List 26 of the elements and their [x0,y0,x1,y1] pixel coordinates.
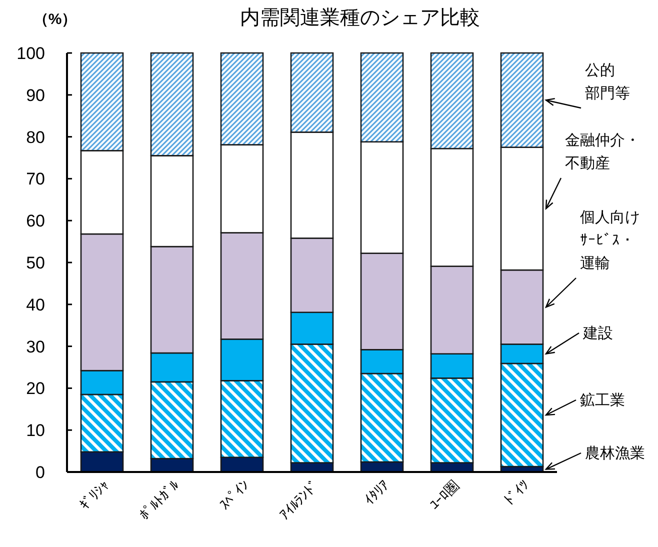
x-tick-label: ﾕｰﾛ圏 [426,476,462,513]
x-tick-label: ｽﾍﾟｲﾝ [216,476,252,513]
text: 鉱工業 [580,392,625,409]
text: 農林漁業 [585,445,645,462]
chart-title: 内需関連業種のシェア比較 [240,7,480,29]
series-label: 金融仲介・不動産 [565,132,640,172]
x-tick-label: ﾄﾞｲﾂ [501,476,532,508]
x-tick-label: ｲﾀﾘｱ [361,476,392,508]
y-tick-label: 20 [26,379,45,398]
y-tick-label: 30 [26,337,45,356]
y-axis-title: （%） [33,11,77,28]
text: 個人向けｻｰﾋﾞｽ・運輸 [580,209,640,272]
y-tick-label: 50 [26,254,45,272]
y-tick-label: 60 [26,212,45,231]
x-tick-label: ﾎﾟﾙﾄｶﾞﾙ [136,476,182,523]
y-tick-label: 90 [26,86,45,105]
y-tick-label: 70 [26,170,45,189]
y-tick-label: 40 [26,295,45,314]
y-tick-label: 80 [26,128,45,147]
text: 建設 [582,325,613,342]
y-tick-label: 0 [36,463,45,482]
x-tick-label: ｱｲﾙﾗﾝﾄﾞ [276,476,322,523]
text: 公的部門等 [585,62,630,102]
y-tick-label: 100 [16,44,45,63]
x-tick-label: ｷﾞﾘｼｬ [76,476,112,513]
y-tick-label: 10 [26,421,45,440]
